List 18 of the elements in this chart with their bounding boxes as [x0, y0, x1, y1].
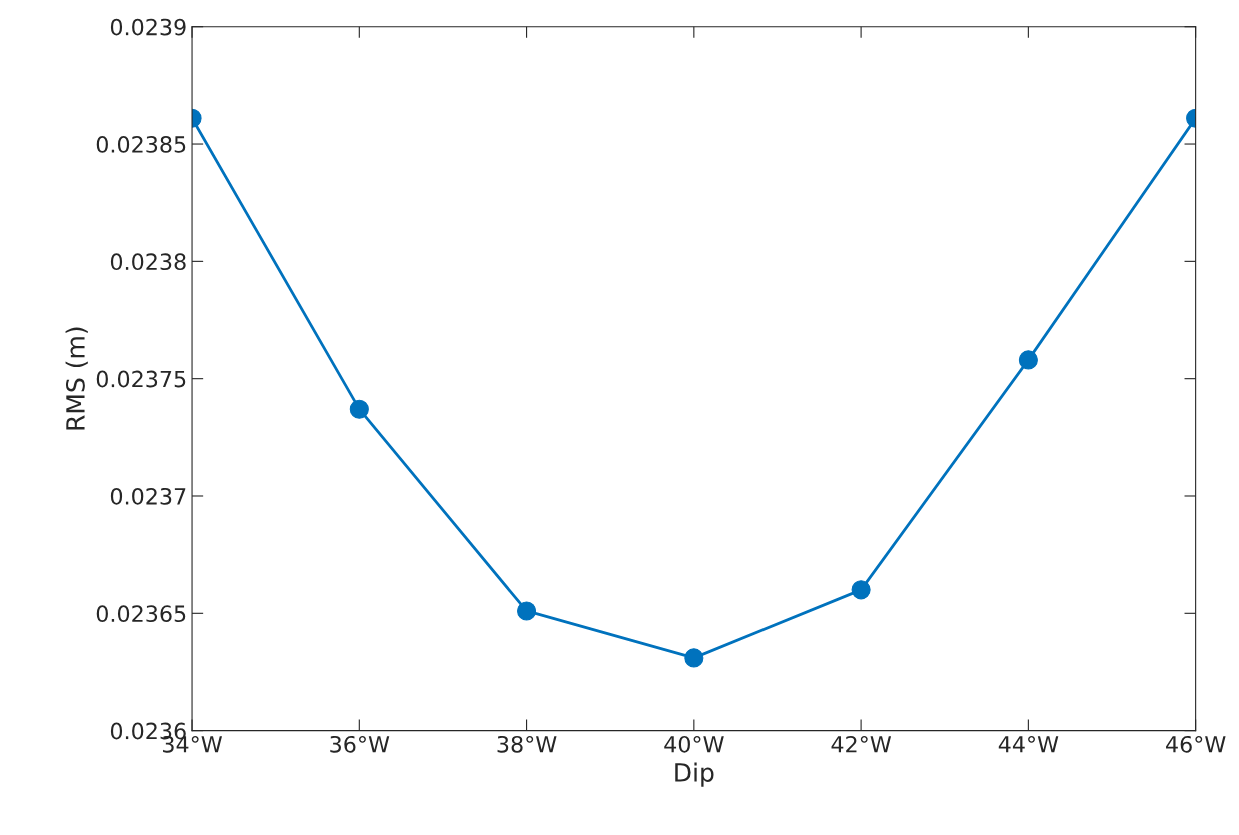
x-axis-title: Dip — [675, 762, 714, 787]
y-tick-label: 0.02385 — [96, 135, 186, 153]
x-tick-label: 40°W — [664, 735, 724, 753]
x-tick-label: 44°W — [998, 735, 1059, 753]
y-tick-label: 0.02365 — [96, 605, 186, 623]
point — [517, 601, 537, 621]
x-tick-label: 42°W — [831, 735, 892, 753]
point — [1018, 350, 1038, 370]
y-tick-label: 0.02375 — [96, 370, 186, 388]
y-tick-label: 0.0237 — [110, 487, 186, 505]
x-tick-label: 38°W — [497, 735, 557, 753]
x-tick-label: 46°W — [1166, 735, 1226, 753]
y-tick-label: 0.0239 — [110, 18, 186, 36]
point — [851, 580, 871, 600]
y-axis-title: RMS (m) — [65, 327, 88, 430]
x-tick-label: 36°W — [330, 735, 390, 753]
point — [684, 648, 704, 668]
y-tick-label: 0.0238 — [110, 253, 186, 271]
